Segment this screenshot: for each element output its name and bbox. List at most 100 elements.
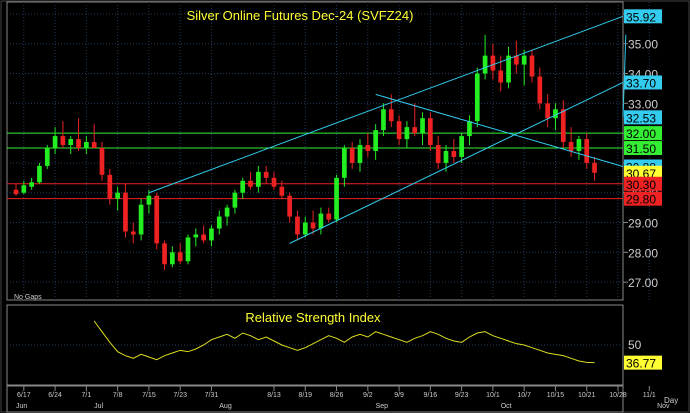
candle-body: [365, 145, 371, 151]
candle-body: [498, 70, 504, 83]
candle-body: [162, 243, 167, 265]
candle-body: [334, 177, 339, 220]
price-tick-label: 28.00: [628, 246, 658, 260]
candle-body: [310, 222, 316, 229]
candle-body: [263, 171, 269, 178]
price-label-box: [624, 191, 662, 206]
candle-body: [506, 55, 511, 83]
price-tick-label: 33.00: [628, 97, 658, 111]
candle-body: [115, 192, 120, 199]
price-label-text: 30.30: [626, 178, 656, 192]
rsi-last-value-box: [624, 355, 662, 370]
rsi-last-value-text: 36.77: [626, 357, 656, 371]
rsi-title: Relative Strength Index: [245, 310, 381, 325]
x-month-label: Oct: [501, 403, 512, 410]
price-label-text: 32.53: [626, 111, 656, 125]
candle-body: [37, 165, 42, 183]
candle-body: [568, 142, 574, 151]
candle-body: [428, 118, 433, 146]
candle-body: [537, 76, 543, 104]
price-tick-label: 29.00: [628, 217, 658, 231]
price-label-box: [624, 126, 662, 141]
trend-line: [148, 15, 624, 194]
candle-body: [295, 216, 300, 235]
price-label-text: 31.50: [626, 142, 656, 156]
candle-body: [302, 222, 308, 235]
candle-body: [185, 237, 191, 262]
x-tick-label: 9/23: [455, 392, 469, 399]
rsi-polyline: [93, 320, 595, 364]
candle-body: [13, 189, 19, 195]
trend-line: [375, 93, 624, 167]
candle-body: [256, 171, 261, 187]
candle-body: [443, 151, 449, 163]
candle-body: [521, 55, 527, 65]
candle-body: [412, 127, 418, 134]
no-gaps-note: No Gaps: [14, 294, 42, 301]
candle-body: [84, 142, 89, 149]
candle-body: [224, 207, 230, 217]
price-level-labels: 35.9233.7032.5332.0031.5030.8830.6730.30…: [624, 9, 662, 207]
candle-body: [553, 109, 558, 119]
candle-body: [576, 139, 582, 151]
x-tick-label: 7/23: [173, 392, 187, 399]
x-tick-label: 10/21: [578, 392, 596, 399]
candle-body: [318, 213, 324, 229]
x-tick-label: 9/9: [394, 392, 404, 399]
price-label-box: [624, 165, 662, 180]
x-tick-label: 10/7: [517, 392, 531, 399]
candle-body: [209, 228, 214, 241]
rsi-line: [93, 320, 595, 364]
candle-body: [21, 185, 27, 193]
candle-body: [68, 139, 74, 146]
x-tick-label: 7/8: [113, 392, 123, 399]
candle-body: [240, 180, 246, 193]
price-tick-label: 35.00: [628, 38, 658, 52]
x-tick-label: 7/31: [205, 392, 219, 399]
candle-body: [123, 192, 128, 232]
candle-body: [130, 231, 136, 235]
rsi-tick-label: 50: [628, 338, 642, 352]
candle-body: [342, 148, 347, 178]
candle-body: [545, 103, 550, 119]
price-label-box: [624, 9, 662, 24]
candle-body: [138, 204, 144, 235]
candle-body: [99, 148, 105, 175]
candle-body: [216, 216, 222, 229]
x-tick-label: 8/13: [267, 392, 281, 399]
x-axis-unit: Day: [664, 396, 678, 405]
x-tick-label: 9/16: [424, 392, 438, 399]
price-label-text: 33.70: [626, 76, 656, 90]
price-label-box: [624, 110, 662, 125]
x-tick-label: 6/17: [17, 392, 31, 399]
x-tick-label: 7/1: [81, 392, 91, 399]
candle-body: [107, 174, 113, 199]
candle-body: [373, 130, 378, 151]
x-month-label: Jun: [16, 403, 27, 410]
candle-body: [451, 151, 457, 157]
candle-body: [29, 182, 34, 187]
candle-body: [459, 136, 464, 157]
candle-body: [467, 121, 472, 137]
candle-body: [349, 148, 355, 163]
candle-body: [529, 55, 535, 77]
candle-body: [76, 139, 81, 149]
candle-body: [91, 142, 97, 149]
candle-body: [404, 127, 410, 140]
candle-body: [514, 55, 519, 65]
x-tick-label: 11/1: [643, 392, 656, 399]
trend-line: [289, 82, 624, 244]
price-label-box: [624, 75, 662, 90]
price-chart-title: Silver Online Futures Dec-24 (SVFZ24): [187, 8, 414, 23]
candle-body: [44, 148, 50, 166]
rsi-axis: 50 36.77: [624, 338, 662, 371]
x-month-label: Jul: [94, 403, 103, 410]
candle-body: [592, 162, 597, 173]
candle-body: [357, 145, 363, 163]
candle-body: [177, 252, 183, 262]
x-month-label: Nov: [657, 403, 670, 410]
candle-body: [388, 109, 394, 122]
x-axis: 6/17 6/24 7/1 7/8 7/15 7/23 7/31 8/13 8/19 8/26 9/…: [16, 386, 670, 410]
x-axis-strip: [6, 385, 624, 413]
